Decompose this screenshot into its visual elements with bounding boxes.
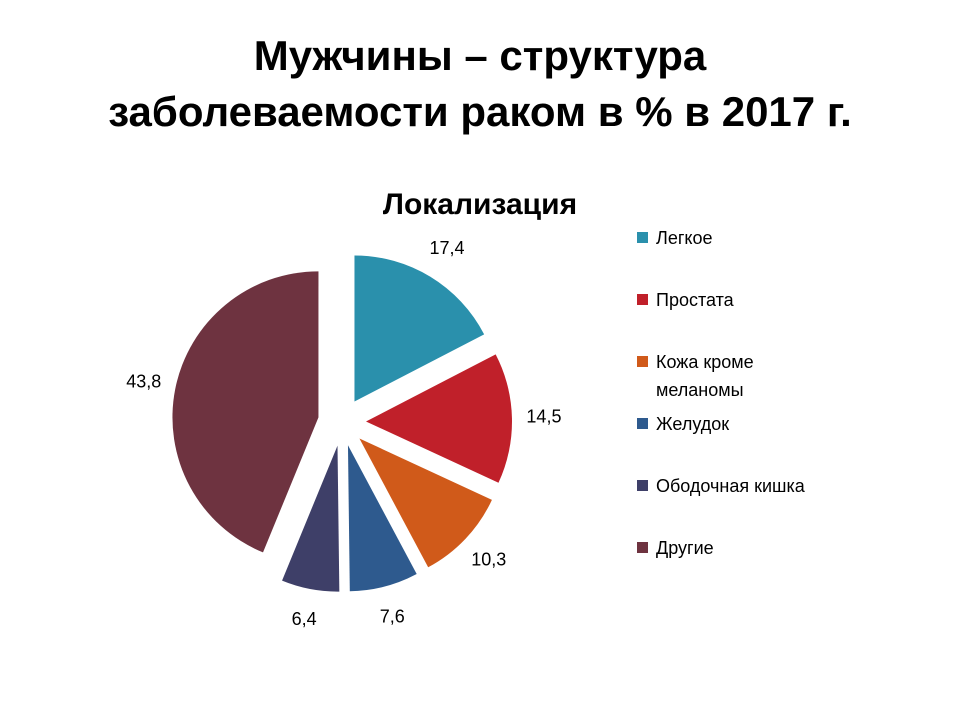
- legend-item: Кожа кроме меланомы: [637, 348, 817, 404]
- legend-swatch: [637, 480, 648, 491]
- legend-label: Ободочная кишка: [656, 476, 805, 496]
- pie-slice: [365, 354, 512, 483]
- pie-slice: [282, 445, 340, 592]
- pie-slice: [354, 255, 485, 402]
- legend-item: Легкое: [637, 224, 713, 252]
- data-label: 14,5: [526, 406, 561, 426]
- legend-label: Легкое: [656, 228, 713, 248]
- data-label: 10,3: [471, 549, 506, 569]
- slide-title: Мужчины – структура заболеваемости раком…: [108, 32, 852, 135]
- legend-label: Простата: [656, 290, 734, 310]
- data-label: 6,4: [292, 609, 317, 629]
- data-label: 7,6: [380, 606, 405, 626]
- legend-swatch: [637, 418, 648, 429]
- legend-item: Простата: [637, 286, 734, 314]
- legend-swatch: [637, 294, 648, 305]
- legend-swatch: [637, 356, 648, 367]
- legend-item: Желудок: [637, 410, 729, 438]
- chart-title: Локализация: [383, 188, 577, 221]
- pie-slice: [347, 445, 417, 592]
- data-label: 17,4: [429, 238, 464, 258]
- pie-slice: [359, 438, 492, 568]
- legend-label: Кожа кроме меланомы: [656, 352, 754, 400]
- legend-swatch: [637, 232, 648, 243]
- legend-label: Желудок: [656, 414, 730, 434]
- legend-item: Другие: [637, 534, 714, 562]
- pie-slice: [172, 271, 319, 553]
- legend-label: Другие: [656, 538, 714, 558]
- data-label: 43,8: [126, 372, 161, 392]
- legend-swatch: [637, 542, 648, 553]
- legend-item: Ободочная кишка: [637, 472, 805, 500]
